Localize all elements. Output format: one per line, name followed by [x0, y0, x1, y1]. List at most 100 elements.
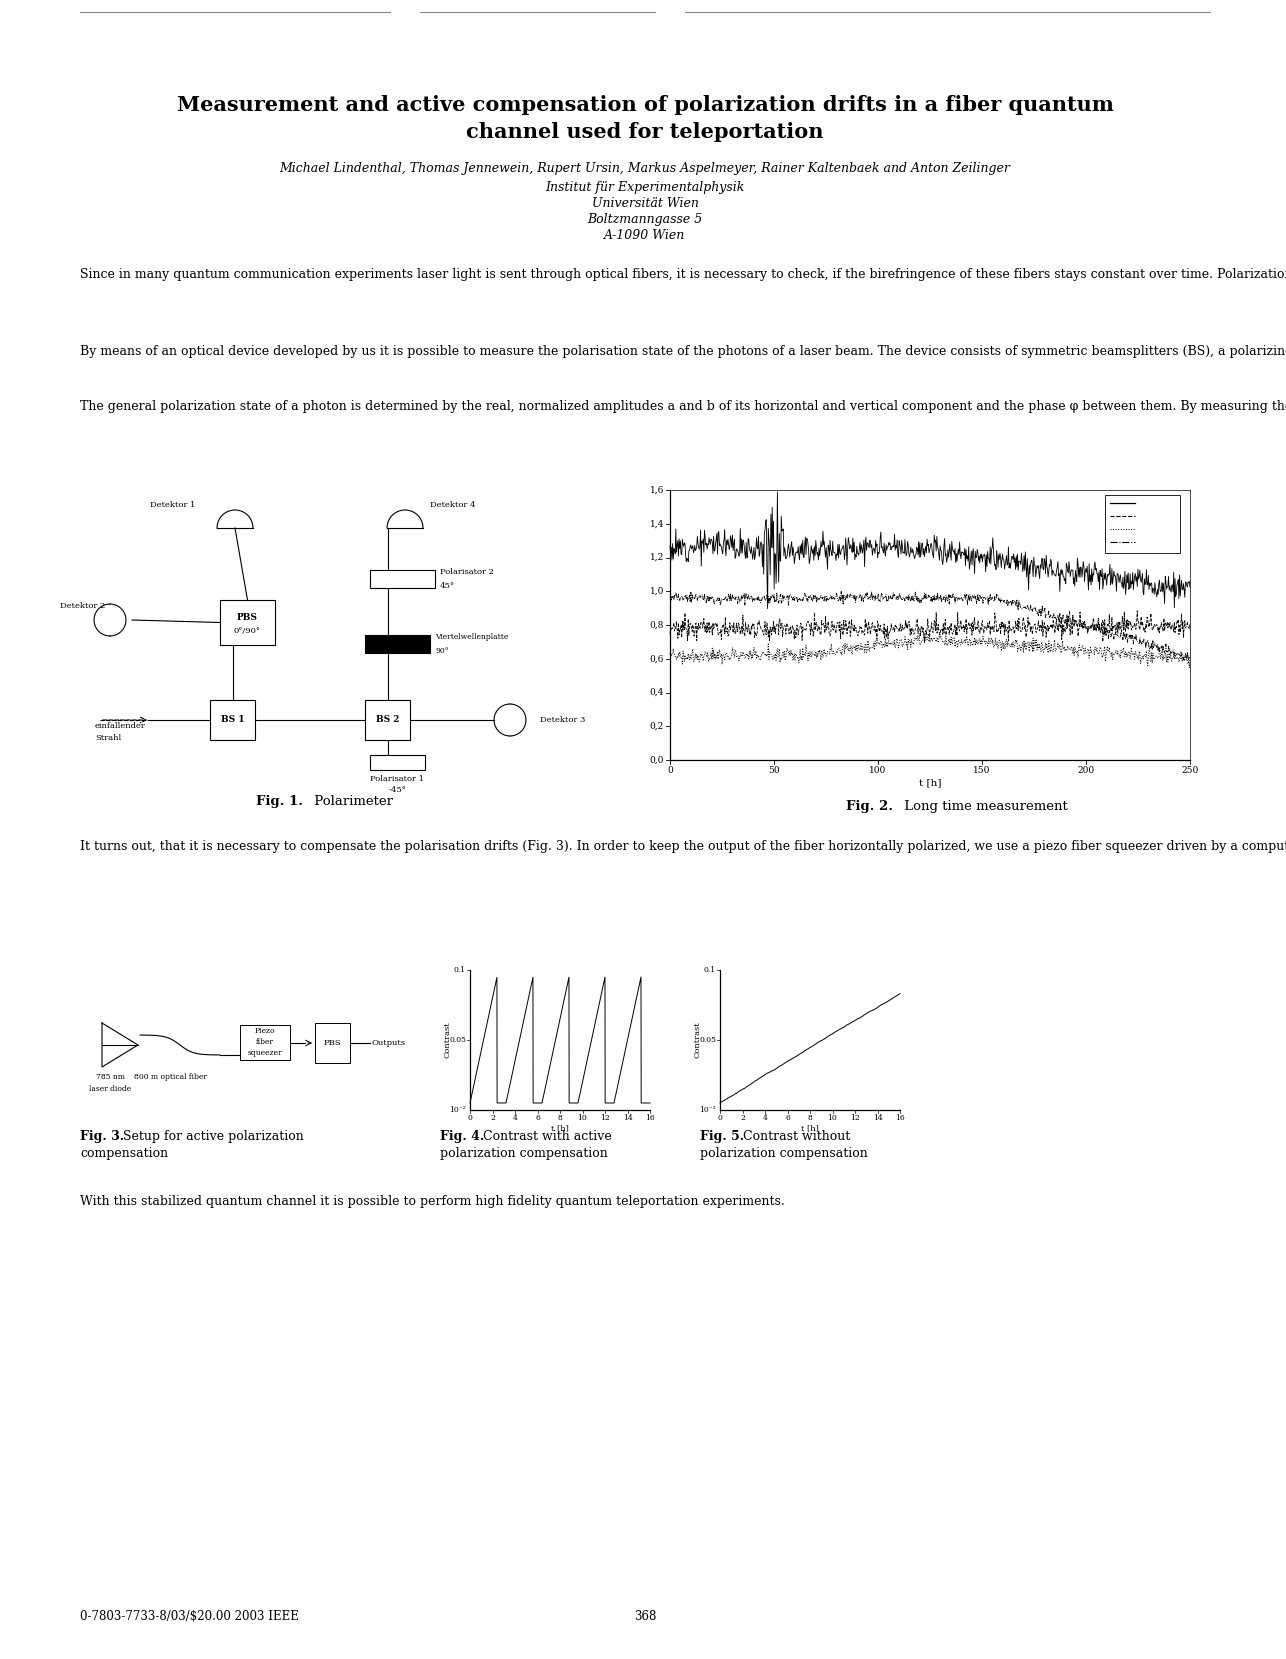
Text: Institut für Experimentalphysik: Institut für Experimentalphysik	[545, 181, 745, 194]
Text: Polarisator 1: Polarisator 1	[370, 775, 424, 783]
Text: 0.05: 0.05	[449, 1035, 466, 1044]
Bar	[210, 700, 255, 740]
Text: Piezo: Piezo	[255, 1027, 275, 1035]
Text: Contrast without: Contrast without	[743, 1130, 850, 1143]
Text: PBS: PBS	[323, 1039, 341, 1047]
Text: Polarisator 2: Polarisator 2	[440, 567, 494, 576]
Text: 0.1: 0.1	[703, 966, 716, 974]
Text: Measurement and active compensation of polarization drifts in a fiber quantum: Measurement and active compensation of p…	[176, 95, 1114, 114]
Text: Universität Wien: Universität Wien	[592, 197, 698, 211]
Text: 0: 0	[718, 1113, 723, 1121]
Text: p: p	[1138, 538, 1145, 546]
Text: Boltzmanngasse 5: Boltzmanngasse 5	[588, 212, 702, 226]
Text: PBS: PBS	[237, 612, 258, 622]
Text: 10⁻²: 10⁻²	[449, 1107, 466, 1113]
Text: compensation: compensation	[80, 1146, 168, 1160]
Text: 0.05: 0.05	[700, 1035, 716, 1044]
Text: 4: 4	[763, 1113, 768, 1121]
Text: 50: 50	[768, 766, 779, 775]
Text: 150: 150	[974, 766, 990, 775]
Text: A-1090 Wien: A-1090 Wien	[604, 229, 685, 242]
Text: t [h]: t [h]	[918, 778, 941, 786]
Text: Detektor 4: Detektor 4	[430, 501, 476, 509]
Bar	[370, 755, 424, 770]
Text: Viertelwellenplatte: Viertelwellenplatte	[435, 634, 508, 640]
Text: 0-7803-7733-8/03/$20.00 2003 IEEE: 0-7803-7733-8/03/$20.00 2003 IEEE	[80, 1609, 298, 1623]
Text: Contrast: Contrast	[694, 1022, 702, 1058]
Text: 6: 6	[784, 1113, 790, 1121]
Text: 1,0: 1,0	[649, 587, 664, 596]
Text: polarization compensation: polarization compensation	[440, 1146, 608, 1160]
Text: 1,2: 1,2	[649, 552, 664, 562]
Text: 12: 12	[601, 1113, 610, 1121]
Text: 12: 12	[850, 1113, 860, 1121]
Text: 16: 16	[895, 1113, 905, 1121]
Text: 14: 14	[873, 1113, 882, 1121]
Text: 0,2: 0,2	[649, 722, 664, 730]
Text: Since in many quantum communication experiments laser light is sent through opti: Since in many quantum communication expe…	[80, 269, 1286, 280]
Text: 200: 200	[1078, 766, 1094, 775]
Text: t [h]: t [h]	[801, 1125, 819, 1131]
Text: Fig. 3.: Fig. 3.	[80, 1130, 125, 1143]
Text: polarization compensation: polarization compensation	[700, 1146, 868, 1160]
Text: 2: 2	[739, 1113, 745, 1121]
Text: channel used for teleportation: channel used for teleportation	[467, 123, 824, 143]
Text: 0,4: 0,4	[649, 688, 664, 697]
Text: With this stabilized quantum channel it is possible to perform high fidelity qua: With this stabilized quantum channel it …	[80, 1194, 784, 1208]
Text: Polarimeter: Polarimeter	[310, 795, 394, 808]
Text: 2: 2	[490, 1113, 495, 1121]
Text: t [h]: t [h]	[552, 1125, 568, 1131]
Text: 16: 16	[646, 1113, 655, 1121]
Text: Detektor 2: Detektor 2	[59, 602, 105, 611]
Bar	[315, 1024, 350, 1063]
Text: fiber: fiber	[256, 1039, 274, 1047]
Text: 1,4: 1,4	[649, 519, 664, 528]
Text: 1,6: 1,6	[649, 486, 664, 494]
Text: 4: 4	[513, 1113, 517, 1121]
Text: Strahl: Strahl	[95, 733, 121, 742]
Text: Contrast with active: Contrast with active	[484, 1130, 612, 1143]
Bar	[220, 601, 275, 645]
Text: 14: 14	[622, 1113, 633, 1121]
Text: Fig. 2.: Fig. 2.	[846, 800, 894, 813]
Text: 800 m optical fiber: 800 m optical fiber	[134, 1073, 207, 1082]
Text: 10: 10	[577, 1113, 588, 1121]
Text: 785 nm: 785 nm	[95, 1073, 125, 1082]
Text: 8: 8	[808, 1113, 813, 1121]
Text: The general polarization state of a photon is determined by the real, normalized: The general polarization state of a phot…	[80, 400, 1286, 413]
Text: Detektor 1: Detektor 1	[149, 501, 195, 509]
Text: -45°: -45°	[388, 786, 406, 795]
Text: 6: 6	[535, 1113, 540, 1121]
Text: 0,0: 0,0	[649, 755, 664, 765]
Text: It turns out, that it is necessary to compensate the polarisation drifts (Fig. 3: It turns out, that it is necessary to co…	[80, 839, 1286, 853]
Text: g: g	[1138, 524, 1145, 534]
Text: BS 2: BS 2	[376, 715, 399, 725]
Text: Fig. 1.: Fig. 1.	[256, 795, 303, 808]
Text: Contrast: Contrast	[444, 1022, 451, 1058]
Text: Outputs: Outputs	[372, 1039, 406, 1047]
Text: By means of an optical device developed by us it is possible to measure the pola: By means of an optical device developed …	[80, 345, 1286, 358]
Bar	[365, 635, 430, 654]
Text: 100: 100	[869, 766, 886, 775]
Text: Setup for active polarization: Setup for active polarization	[123, 1130, 303, 1143]
Text: 10: 10	[828, 1113, 837, 1121]
Bar	[365, 700, 410, 740]
Text: 0,8: 0,8	[649, 620, 664, 629]
Text: 0: 0	[667, 766, 673, 775]
Bar	[240, 1025, 291, 1060]
Text: 368: 368	[634, 1609, 656, 1623]
Text: Fig. 4.: Fig. 4.	[440, 1130, 485, 1143]
Text: Detektor 3: Detektor 3	[540, 717, 585, 723]
Text: laser diode: laser diode	[89, 1085, 131, 1093]
Text: 0.1: 0.1	[454, 966, 466, 974]
Text: a: a	[1138, 498, 1143, 508]
Text: 45°: 45°	[440, 582, 455, 591]
Bar	[1105, 494, 1181, 552]
Text: 0: 0	[468, 1113, 472, 1121]
Text: 250: 250	[1182, 766, 1199, 775]
Text: 10⁻²: 10⁻²	[700, 1107, 716, 1113]
Text: 0,6: 0,6	[649, 654, 664, 664]
Text: einfallender: einfallender	[95, 722, 145, 730]
Text: 90°: 90°	[435, 647, 449, 655]
Text: b: b	[1138, 511, 1145, 521]
